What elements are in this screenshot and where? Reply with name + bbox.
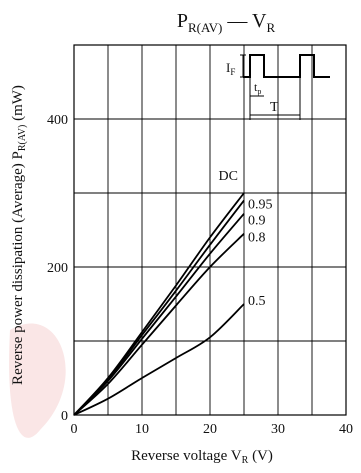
- y-tick-label: 0: [61, 409, 68, 424]
- series-labels: DC 0.95 0.9 0.8 0.5: [219, 169, 273, 309]
- series-line-0-5: [73, 303, 245, 416]
- x-tick-label: 0: [71, 422, 78, 437]
- plot-frame: [73, 44, 347, 416]
- series-label-DC: DC: [219, 169, 238, 184]
- x-tick-label: 20: [203, 422, 217, 437]
- series-lines: [73, 192, 245, 416]
- series-label-0-9: 0.9: [248, 214, 266, 229]
- pulse-waveform-inset: IF tp T: [226, 54, 330, 120]
- series-line-0-95: [73, 199, 245, 416]
- y-tick-label: 200: [47, 261, 68, 276]
- x-tick-label: 10: [135, 422, 149, 437]
- series-line-DC: [73, 192, 245, 416]
- amplitude-label: IF: [226, 60, 235, 77]
- series-line-0-9: [73, 213, 245, 416]
- period-label: T: [270, 100, 279, 115]
- series-label-0-5: 0.5: [248, 294, 266, 309]
- y-axis-ticks: 0 200 400: [47, 113, 68, 424]
- series-label-0-95: 0.95: [248, 197, 273, 212]
- pulse-width-label: tp: [254, 80, 261, 96]
- y-tick-label: 400: [47, 113, 68, 128]
- x-axis-ticks: 0 10 20 30 40: [71, 422, 354, 437]
- watermark: [9, 323, 66, 438]
- chart-title: PR(AV) — VR: [177, 10, 276, 35]
- x-tick-label: 40: [339, 422, 353, 437]
- series-line-0-8: [73, 233, 245, 416]
- series-label-0-8: 0.8: [248, 231, 266, 246]
- pulse-waveform: [243, 54, 330, 78]
- grid: [74, 45, 346, 415]
- x-tick-label: 30: [271, 422, 285, 437]
- y-axis-label: Reverse power dissipation (Average) PR(A…: [10, 85, 28, 385]
- x-axis-label: Reverse voltage VR (V): [131, 448, 273, 466]
